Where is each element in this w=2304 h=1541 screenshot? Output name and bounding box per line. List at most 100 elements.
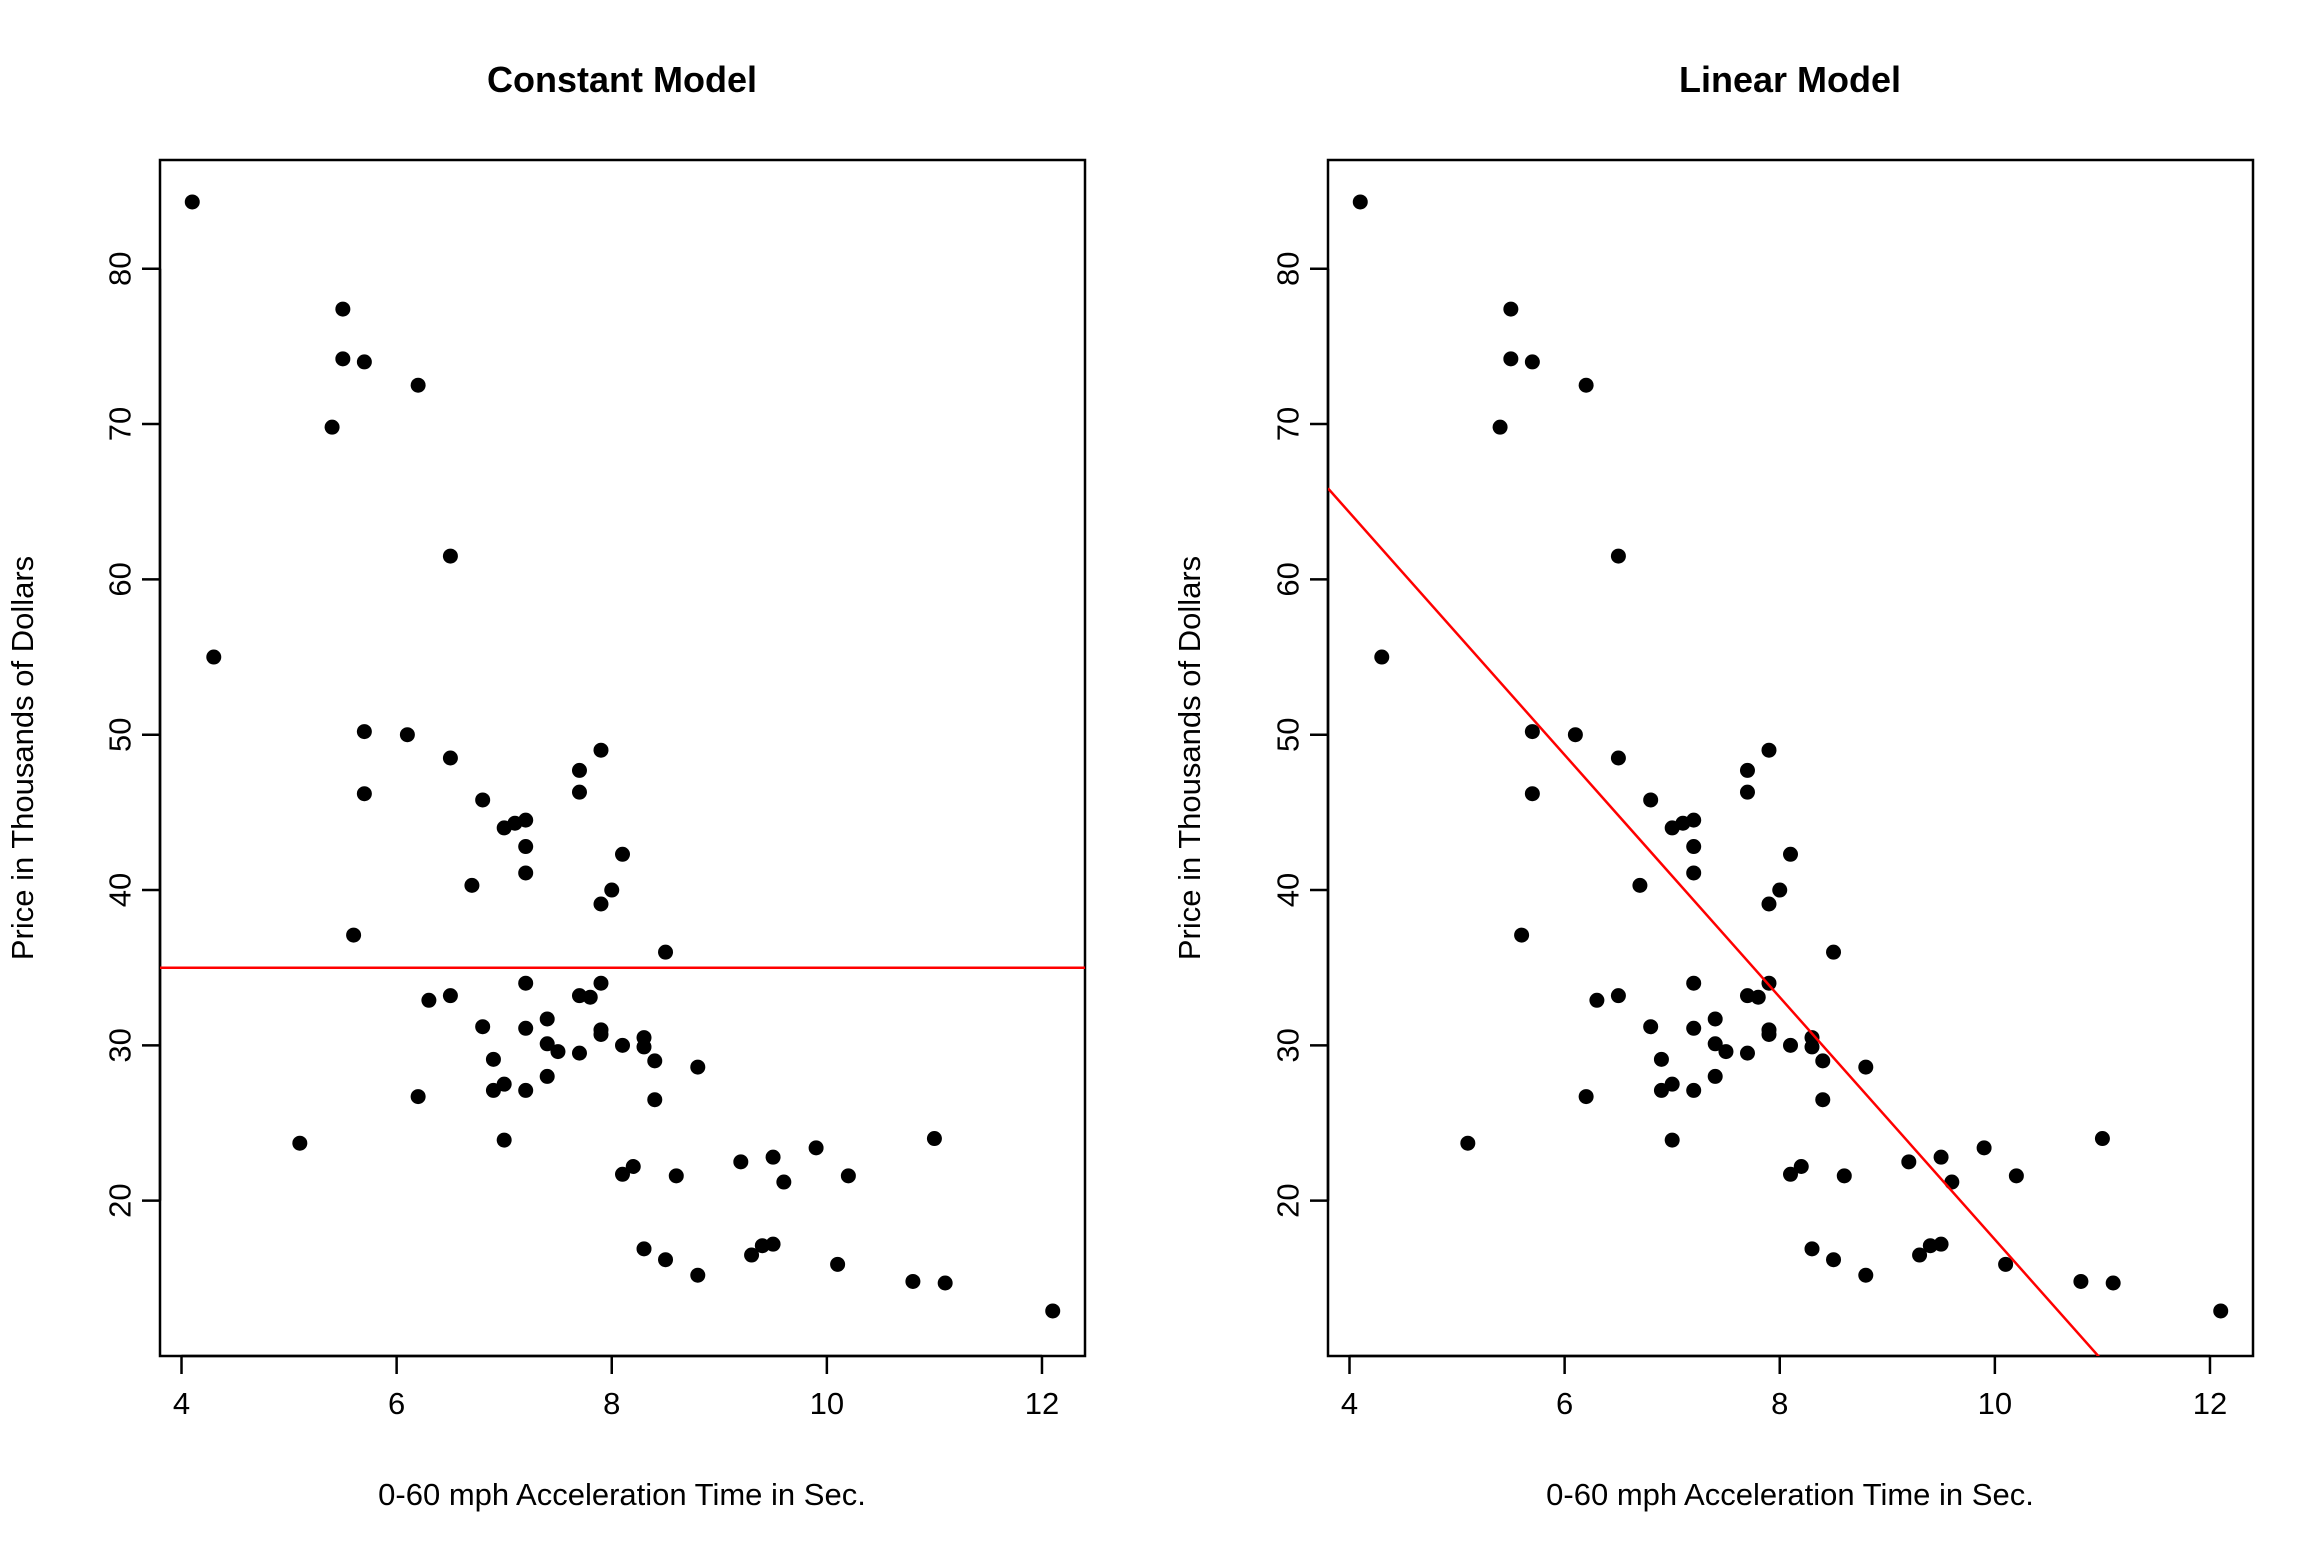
y-axis: 20 30 40 50 60 70 80 bbox=[1271, 251, 1330, 1218]
data-point bbox=[1815, 1053, 1831, 1069]
data-point bbox=[647, 1053, 663, 1069]
data-point bbox=[604, 882, 620, 898]
data-point bbox=[1750, 989, 1766, 1005]
data-point bbox=[1858, 1059, 1874, 1075]
data-point bbox=[582, 989, 598, 1005]
data-point bbox=[324, 419, 340, 435]
data-point bbox=[496, 1132, 512, 1148]
data-point bbox=[1826, 944, 1842, 960]
data-point bbox=[356, 354, 372, 370]
data-point bbox=[1686, 839, 1702, 855]
data-point bbox=[539, 1036, 555, 1052]
data-point bbox=[1739, 784, 1755, 800]
data-point bbox=[593, 896, 609, 912]
x-tick-label: 4 bbox=[1341, 1386, 1358, 1421]
y-axis: 20 30 40 50 60 70 80 bbox=[103, 251, 162, 1218]
y-tick-label: 20 bbox=[103, 1183, 138, 1217]
x-axis-label: 0-60 mph Acceleration Time in Sec. bbox=[1546, 1477, 2034, 1512]
data-point bbox=[571, 784, 587, 800]
data-point bbox=[1664, 1076, 1680, 1092]
data-point bbox=[475, 792, 491, 808]
data-point bbox=[1761, 1026, 1777, 1042]
fit-line-group bbox=[1328, 487, 2100, 1356]
data-point bbox=[571, 762, 587, 778]
y-axis-label: Price in Thousands of Dollars bbox=[5, 556, 40, 960]
data-point bbox=[744, 1247, 760, 1263]
x-axis: 4 6 8 10 12 bbox=[1341, 1354, 2227, 1421]
data-point bbox=[593, 742, 609, 758]
data-point bbox=[593, 1026, 609, 1042]
data-point bbox=[1503, 351, 1519, 367]
data-point bbox=[518, 865, 534, 881]
data-point bbox=[442, 750, 458, 766]
data-point bbox=[1643, 792, 1659, 808]
x-tick-label: 12 bbox=[2193, 1386, 2227, 1421]
data-point bbox=[1643, 1019, 1659, 1035]
data-point bbox=[615, 1037, 630, 1053]
data-point bbox=[1804, 1039, 1820, 1055]
fit-line bbox=[1328, 487, 2100, 1356]
data-point bbox=[1374, 649, 1390, 665]
x-tick-label: 4 bbox=[173, 1386, 190, 1421]
x-tick-label: 8 bbox=[603, 1386, 620, 1421]
constant-model-title: Constant Model bbox=[487, 59, 757, 100]
y-tick-label: 20 bbox=[1271, 1183, 1306, 1217]
data-point bbox=[518, 1020, 534, 1036]
y-tick-label: 80 bbox=[103, 251, 138, 285]
data-point bbox=[1912, 1247, 1928, 1263]
data-point bbox=[1578, 377, 1594, 393]
data-point bbox=[668, 1168, 684, 1184]
data-point bbox=[1718, 1044, 1734, 1060]
data-point bbox=[442, 988, 458, 1004]
linear-model-title: Linear Model bbox=[1679, 59, 1901, 100]
data-point bbox=[615, 1166, 630, 1182]
data-point bbox=[1686, 865, 1702, 881]
data-point bbox=[518, 812, 534, 828]
data-point bbox=[926, 1131, 942, 1147]
data-point bbox=[335, 301, 351, 317]
data-point bbox=[421, 992, 437, 1008]
data-point bbox=[636, 1039, 652, 1055]
data-point bbox=[625, 1159, 641, 1175]
data-point bbox=[937, 1275, 953, 1291]
data-point bbox=[206, 649, 222, 665]
data-point bbox=[1783, 1037, 1798, 1053]
data-point bbox=[356, 786, 372, 802]
data-point bbox=[1761, 742, 1777, 758]
data-point bbox=[1610, 988, 1626, 1004]
data-point bbox=[1783, 846, 1798, 862]
data-point bbox=[1739, 762, 1755, 778]
data-point bbox=[1653, 1051, 1669, 1067]
data-point bbox=[1503, 301, 1519, 317]
linear-model-panel: Linear Model 4 6 8 10 12 20 30 40 50 60 70 80 0-60… bbox=[1172, 59, 2255, 1512]
data-point bbox=[690, 1267, 706, 1283]
y-tick-label: 50 bbox=[1271, 717, 1306, 751]
data-point bbox=[184, 194, 200, 210]
data-point bbox=[1524, 786, 1540, 802]
data-point bbox=[615, 846, 630, 862]
data-point bbox=[1610, 750, 1626, 766]
data-point bbox=[636, 1241, 652, 1257]
data-point bbox=[1858, 1267, 1874, 1283]
data-point bbox=[1739, 1045, 1755, 1061]
data-point bbox=[733, 1154, 749, 1170]
data-point bbox=[1352, 194, 1368, 210]
data-point bbox=[1460, 1135, 1476, 1151]
data-point bbox=[335, 351, 351, 367]
data-point bbox=[2105, 1275, 2121, 1291]
x-axis: 4 6 8 10 12 bbox=[173, 1354, 1059, 1421]
data-point bbox=[475, 1019, 491, 1035]
x-axis-label: 0-60 mph Acceleration Time in Sec. bbox=[378, 1477, 866, 1512]
data-point bbox=[410, 1089, 426, 1105]
data-point bbox=[1933, 1149, 1949, 1165]
data-point bbox=[808, 1140, 824, 1156]
y-tick-label: 50 bbox=[103, 717, 138, 751]
data-point bbox=[1707, 1068, 1723, 1084]
data-point bbox=[442, 548, 458, 564]
y-tick-label: 80 bbox=[1271, 251, 1306, 285]
data-point bbox=[539, 1068, 555, 1084]
x-tick-label: 12 bbox=[1025, 1386, 1059, 1421]
data-point bbox=[2213, 1303, 2229, 1319]
